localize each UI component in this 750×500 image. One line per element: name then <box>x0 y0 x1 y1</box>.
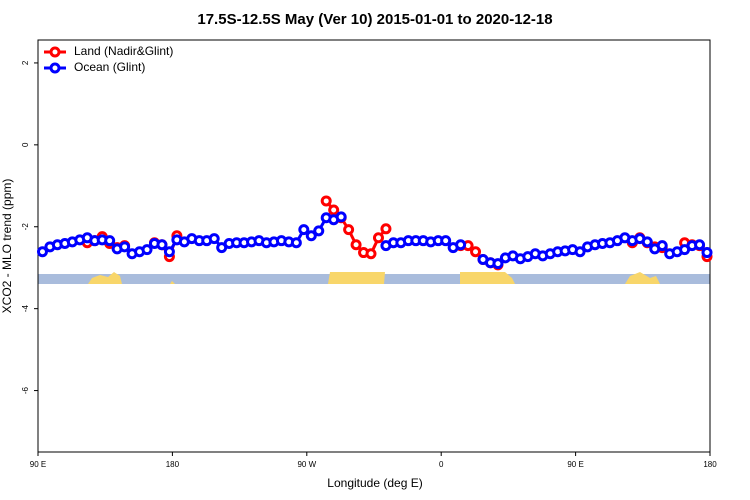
y-tick-label: -2 <box>21 223 30 231</box>
data-point <box>701 247 713 259</box>
data-point <box>320 195 332 207</box>
x-tick-label: 180 <box>166 460 180 469</box>
data-point <box>104 235 116 247</box>
y-tick-label: -4 <box>21 305 30 313</box>
data-point <box>141 244 153 256</box>
data-point <box>305 230 317 242</box>
data-point <box>470 246 482 258</box>
data-point <box>290 237 302 249</box>
data-point <box>455 239 467 251</box>
data-point <box>372 232 384 244</box>
x-tick-label: 90 W <box>297 460 316 469</box>
data-point <box>656 240 668 252</box>
legend-label: Ocean (Glint) <box>74 60 145 74</box>
chart-title: 17.5S-12.5S May (Ver 10) 2015-01-01 to 2… <box>197 11 552 28</box>
data-point <box>119 241 131 253</box>
y-axis-label: XCO2 - MLO trend (ppm) <box>0 179 14 314</box>
legend-label: Land (Nadir&Glint) <box>74 44 173 58</box>
x-tick-label: 180 <box>703 460 717 469</box>
legend-marker <box>49 46 61 58</box>
data-point <box>343 224 355 236</box>
data-point <box>36 246 48 258</box>
y-tick-label: 2 <box>21 60 30 65</box>
data-point <box>335 211 347 223</box>
y-tick-label: -6 <box>21 386 30 394</box>
data-point <box>440 235 452 247</box>
data-point <box>694 239 706 251</box>
legend-marker <box>49 62 61 74</box>
x-axis-label: Longitude (deg E) <box>327 476 422 490</box>
data-point <box>350 239 362 251</box>
x-tick-label: 0 <box>439 460 444 469</box>
data-point <box>574 246 586 258</box>
data-point <box>328 204 340 216</box>
data-point <box>156 239 168 251</box>
data-point <box>163 246 175 258</box>
data-point <box>313 225 325 237</box>
data-point <box>380 223 392 235</box>
y-tick-label: 0 <box>21 142 30 147</box>
data-point <box>298 224 310 236</box>
data-point <box>365 248 377 260</box>
data-point <box>208 233 220 245</box>
plot-frame <box>37 39 711 453</box>
data-point <box>641 236 653 248</box>
land-mask <box>38 272 710 284</box>
x-tick-label: 90 E <box>30 460 46 469</box>
x-tick-label: 90 E <box>567 460 583 469</box>
data-point <box>492 258 504 270</box>
